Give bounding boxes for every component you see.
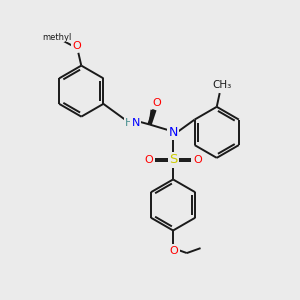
Text: S: S	[169, 153, 177, 166]
Text: O: O	[152, 98, 161, 108]
Text: N: N	[132, 118, 140, 128]
Text: N: N	[168, 126, 178, 139]
Text: O: O	[170, 246, 178, 256]
Text: O: O	[193, 155, 202, 165]
Text: H: H	[125, 118, 133, 128]
Text: CH₃: CH₃	[212, 80, 231, 90]
Text: O: O	[72, 41, 81, 51]
Text: O: O	[144, 155, 153, 165]
Text: methyl: methyl	[42, 33, 71, 42]
